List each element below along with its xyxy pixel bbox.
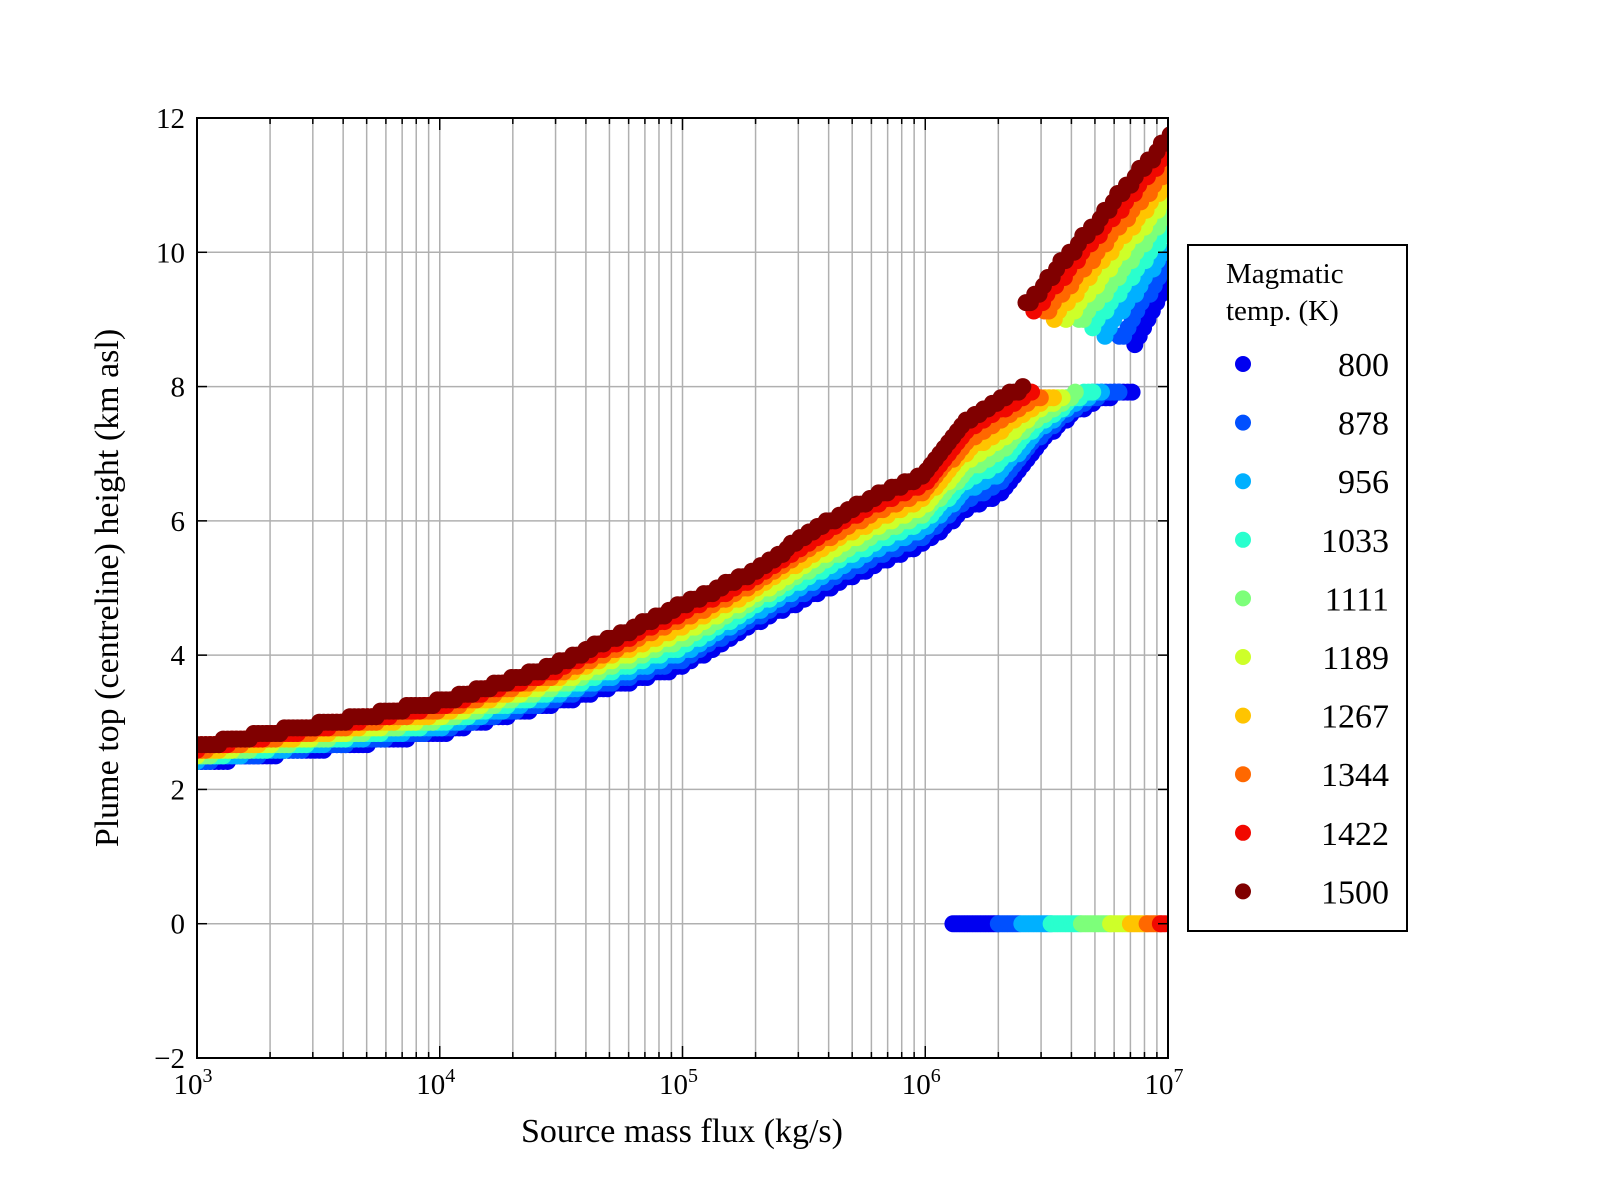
legend-title-line2: temp. (K) bbox=[1226, 295, 1339, 327]
legend-title-line1: Magmatic bbox=[1226, 258, 1344, 290]
x-tick-label: 105 bbox=[659, 1065, 698, 1101]
x-tick-label: 106 bbox=[902, 1065, 941, 1101]
legend-label-956: 956 bbox=[1338, 464, 1389, 501]
point-1267K bbox=[1044, 389, 1062, 407]
point-1500K bbox=[1161, 126, 1168, 144]
y-tick-label: 2 bbox=[171, 774, 186, 806]
legend-marker-956 bbox=[1235, 473, 1251, 490]
y-tick-label: 10 bbox=[156, 237, 185, 269]
y-tick-label: 8 bbox=[171, 372, 186, 404]
legend-marker-1422 bbox=[1235, 824, 1251, 841]
legend-label-1111: 1111 bbox=[1325, 581, 1389, 618]
legend-label-800: 800 bbox=[1338, 347, 1389, 384]
point-878K bbox=[1110, 383, 1128, 401]
x-tick-label: 103 bbox=[174, 1065, 213, 1101]
legend-marker-1189 bbox=[1235, 649, 1251, 665]
legend-label-1189: 1189 bbox=[1322, 640, 1389, 677]
x-tick-label: 107 bbox=[1145, 1065, 1184, 1101]
legend-marker-800 bbox=[1235, 356, 1251, 372]
y-tick-label: 6 bbox=[171, 506, 186, 538]
legend-label-1033: 1033 bbox=[1321, 523, 1389, 560]
point-1111K bbox=[1066, 383, 1084, 401]
legend-label-878: 878 bbox=[1338, 406, 1389, 443]
legend-label-1422: 1422 bbox=[1321, 816, 1389, 853]
point-1500K bbox=[1014, 378, 1032, 396]
data-points bbox=[197, 126, 1168, 933]
legend-marker-1111 bbox=[1235, 590, 1251, 607]
legend-marker-1033 bbox=[1235, 531, 1251, 548]
legend-marker-1267 bbox=[1235, 707, 1251, 724]
legend-label-1344: 1344 bbox=[1321, 757, 1389, 794]
legend-label-1267: 1267 bbox=[1321, 699, 1389, 736]
legend: Magmatic temp. (K) 800 878 956 1033 1111 1189… bbox=[1187, 244, 1408, 932]
legend-label-1500: 1500 bbox=[1321, 874, 1389, 911]
axis-ticks: −2 0 2 4 6 8 10 12 103 104 105 106 107 bbox=[154, 103, 1183, 1101]
legend-marker-1500 bbox=[1235, 883, 1251, 900]
legend-marker-1344 bbox=[1235, 766, 1251, 783]
y-axis-label: Plume top (centreline) height (km asl) bbox=[89, 329, 126, 847]
legend-marker-878 bbox=[1235, 414, 1251, 431]
x-axis-label: Source mass flux (kg/s) bbox=[521, 1113, 843, 1150]
y-tick-label: 12 bbox=[156, 103, 185, 135]
y-tick-label: 0 bbox=[171, 909, 186, 941]
point-800K bbox=[1123, 383, 1141, 401]
point-1033K bbox=[1084, 383, 1102, 401]
x-tick-label: 104 bbox=[416, 1065, 455, 1101]
y-tick-label: 4 bbox=[171, 640, 186, 672]
y-tick-label: −2 bbox=[154, 1043, 185, 1075]
legend-frame bbox=[1187, 244, 1408, 932]
